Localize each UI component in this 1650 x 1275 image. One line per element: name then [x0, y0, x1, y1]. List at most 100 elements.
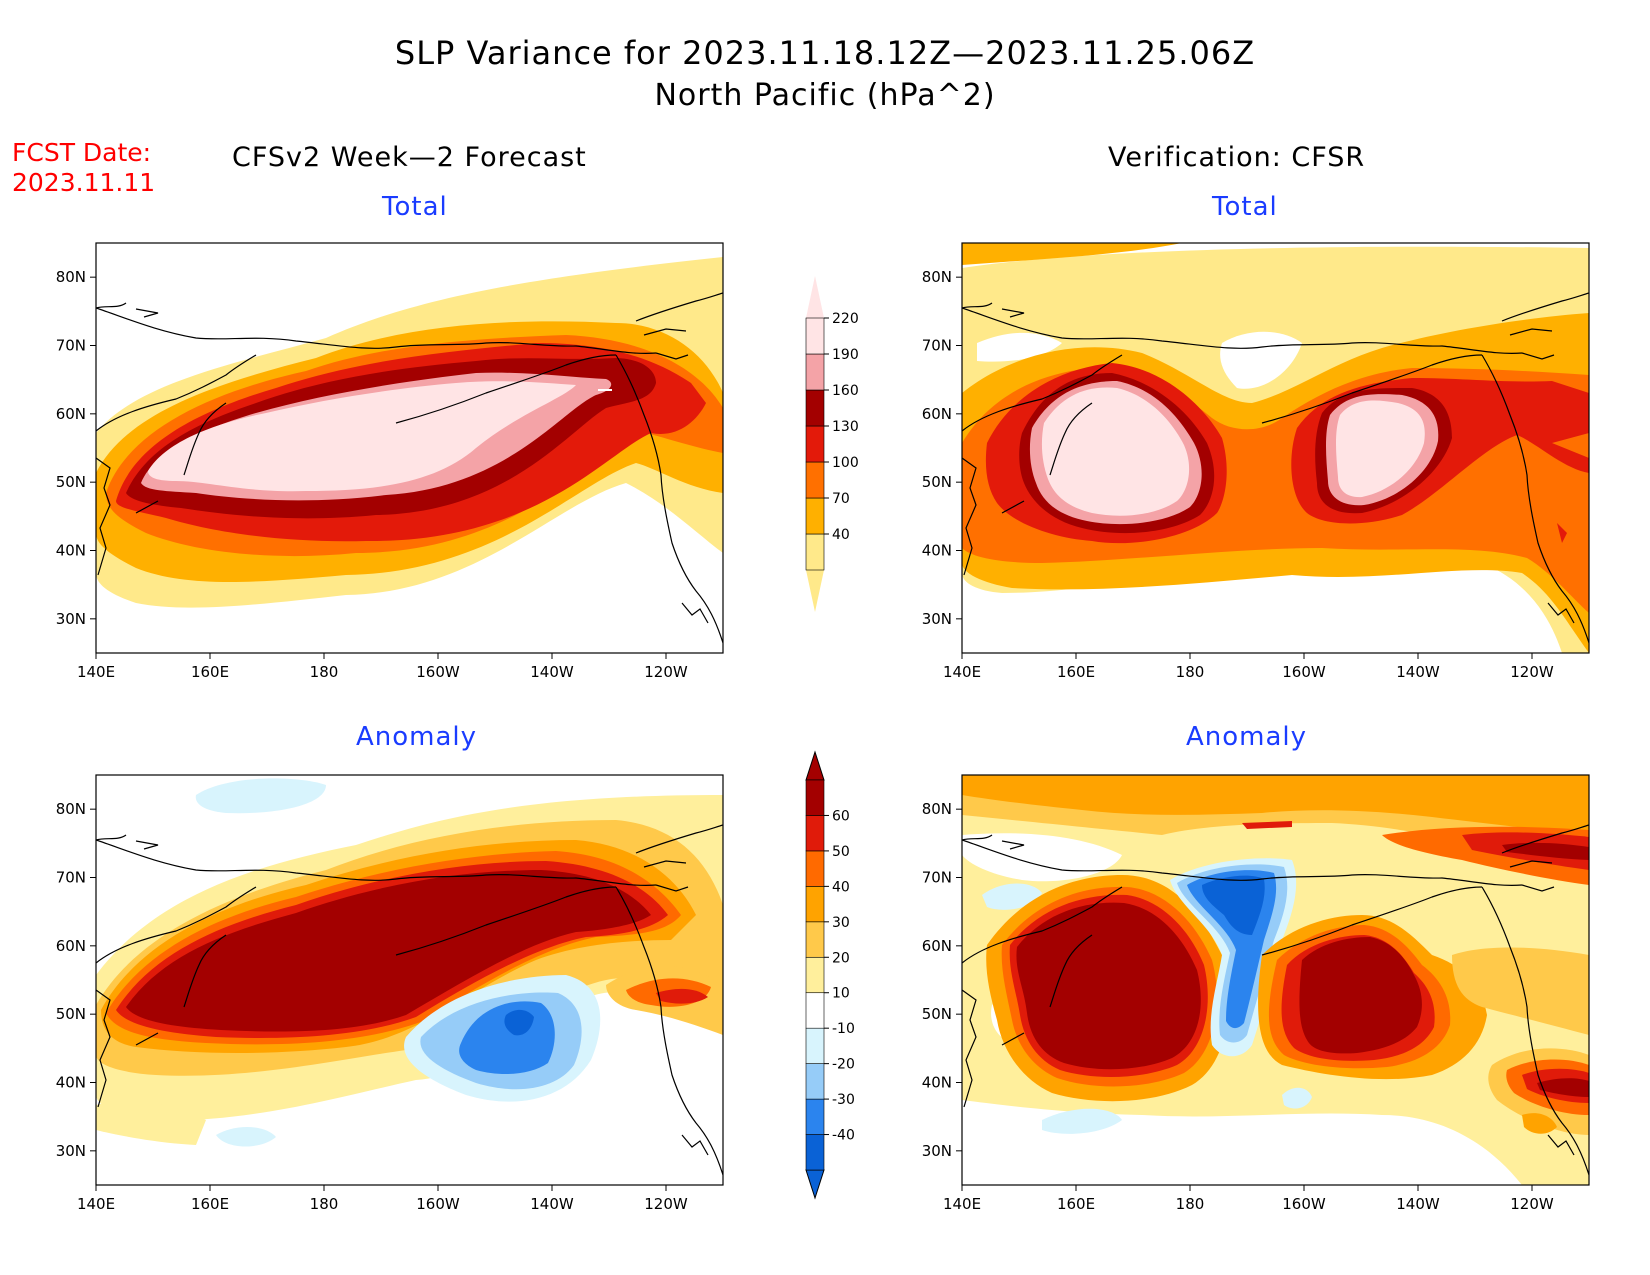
colorbar-swatch	[805, 1063, 825, 1100]
lon-tick-label: 120W	[1510, 663, 1554, 681]
lon-tick-label: 140W	[530, 663, 574, 681]
colorbar-swatch	[805, 497, 825, 535]
lat-tick-label: 70N	[56, 337, 86, 355]
lon-tick-label: 160W	[1282, 1195, 1326, 1213]
colorbar-label: 60	[832, 808, 850, 824]
lat-tick-label: 40N	[922, 542, 952, 560]
colorbar-label: -40	[832, 1128, 855, 1144]
lat-tick-label: 60N	[56, 405, 86, 423]
colorbar-arrow-bottom	[805, 1169, 825, 1200]
panel-verif-total	[961, 242, 1590, 654]
colorbar-label: -30	[832, 1092, 855, 1108]
colorbar-swatch	[805, 1027, 825, 1064]
lon-tick-label: 160E	[191, 663, 229, 681]
lat-tick-label: 40N	[56, 542, 86, 560]
lat-tick-label: 80N	[56, 268, 86, 286]
lon-tick-label: 140W	[1396, 1195, 1440, 1213]
lat-tick-label: 70N	[56, 869, 86, 887]
colorbar-label: 100	[832, 455, 859, 471]
forecast-column-header: CFSv2 Week—2 Forecast	[232, 142, 587, 173]
lat-tick-label: 80N	[922, 800, 952, 818]
lat-tick-label: 50N	[922, 1005, 952, 1023]
colorbar-arrow-top	[805, 750, 825, 781]
lon-tick-label: 160W	[1282, 663, 1326, 681]
colorbar-swatch	[805, 317, 825, 355]
lon-tick-label: 120W	[644, 1195, 688, 1213]
lat-tick-label: 60N	[922, 405, 952, 423]
lon-tick-label: 180	[1176, 1195, 1205, 1213]
lon-tick-label: 180	[1176, 663, 1205, 681]
colorbar-swatch	[805, 956, 825, 994]
colorbar-label: 70	[832, 491, 850, 507]
colorbar-swatch	[805, 425, 825, 463]
colorbar-swatch	[805, 353, 825, 391]
map-title: SLP Variance for 2023.11.18.12Z—2023.11.…	[394, 34, 1256, 72]
colorbar-label: 40	[832, 527, 850, 543]
colorbar-swatch	[805, 389, 825, 427]
colorbar-label: 50	[832, 844, 850, 860]
colorbar-anomaly: -40 -30 -20 -10 10 20 30 40 50 60	[805, 750, 855, 1200]
lon-tick-label: 160E	[191, 1195, 229, 1213]
colorbar-swatch	[805, 779, 825, 816]
lat-tick-label: 30N	[922, 610, 952, 628]
colorbar-swatch	[805, 815, 825, 852]
panel-title-verif-total: Total	[1212, 192, 1278, 222]
lat-tick-label: 80N	[922, 268, 952, 286]
colorbar-label: 20	[832, 950, 850, 966]
lat-tick-label: 50N	[56, 1005, 86, 1023]
colorbar-total: 40 70 100 130 160 190 220	[805, 276, 859, 612]
lon-tick-label: 160W	[416, 663, 460, 681]
lat-tick-label: 80N	[56, 800, 86, 818]
lat-tick-label: 70N	[922, 337, 952, 355]
lat-tick-label: 60N	[56, 937, 86, 955]
lat-tick-label: 30N	[56, 1142, 86, 1160]
colorbar-cap-bottom	[806, 570, 824, 612]
lon-tick-label: 140E	[943, 1195, 981, 1213]
colorbar-swatch	[805, 1134, 825, 1171]
colorbar-label: 220	[832, 311, 859, 327]
colorbar-swatch	[805, 1098, 825, 1135]
lon-tick-label: 120W	[644, 663, 688, 681]
colorbar-label: 190	[832, 347, 859, 363]
lon-tick-label: 160E	[1057, 663, 1095, 681]
lon-tick-label: 140W	[1396, 663, 1440, 681]
colorbar-label: 160	[832, 383, 859, 399]
colorbar-swatch	[805, 850, 825, 887]
colorbar-swatch	[805, 461, 825, 499]
lon-tick-label: 180	[310, 1195, 339, 1213]
panel-verif-anomaly	[961, 774, 1590, 1186]
axis-ticks: 80N 70N 60N 50N 40N 30N 140E 160E 180 160W 140W 120…	[56, 268, 1554, 1213]
panel-title-fcst-total: Total	[382, 192, 448, 222]
lon-tick-label: 140E	[77, 663, 115, 681]
lat-tick-label: 30N	[56, 610, 86, 628]
lat-tick-label: 60N	[922, 937, 952, 955]
fcst-date-value: 2023.11.11	[12, 168, 156, 197]
lon-tick-label: 140E	[943, 663, 981, 681]
colorbar-cap-top	[806, 276, 824, 318]
colorbar-label: 30	[832, 915, 850, 931]
lon-tick-label: 160W	[416, 1195, 460, 1213]
lat-tick-label: 50N	[56, 473, 86, 491]
panel-title-fcst-anomaly: Anomaly	[356, 722, 478, 752]
fcst-date-label: FCST Date:	[12, 138, 152, 167]
colorbar-swatch	[805, 992, 825, 1029]
lat-tick-label: 70N	[922, 869, 952, 887]
lat-tick-label: 40N	[56, 1074, 86, 1092]
colorbar-label: 130	[832, 419, 859, 435]
colorbar-swatch	[805, 921, 825, 958]
colorbar-label: 40	[832, 879, 850, 895]
lat-tick-label: 40N	[922, 1074, 952, 1092]
lon-tick-label: 160E	[1057, 1195, 1095, 1213]
colorbar-label: 10	[832, 986, 850, 1002]
lat-tick-label: 30N	[922, 1142, 952, 1160]
map-subtitle: North Pacific (hPa^2)	[654, 78, 996, 113]
colorbar-swatch	[805, 886, 825, 923]
lon-tick-label: 120W	[1510, 1195, 1554, 1213]
lon-tick-label: 180	[310, 663, 339, 681]
verification-column-header: Verification: CFSR	[1108, 142, 1366, 173]
panel-fcst-total	[95, 242, 724, 654]
panel-fcst-anomaly	[95, 774, 724, 1186]
colorbar-label: -20	[832, 1057, 855, 1073]
lon-tick-label: 140W	[530, 1195, 574, 1213]
panel-title-verif-anomaly: Anomaly	[1186, 722, 1308, 752]
